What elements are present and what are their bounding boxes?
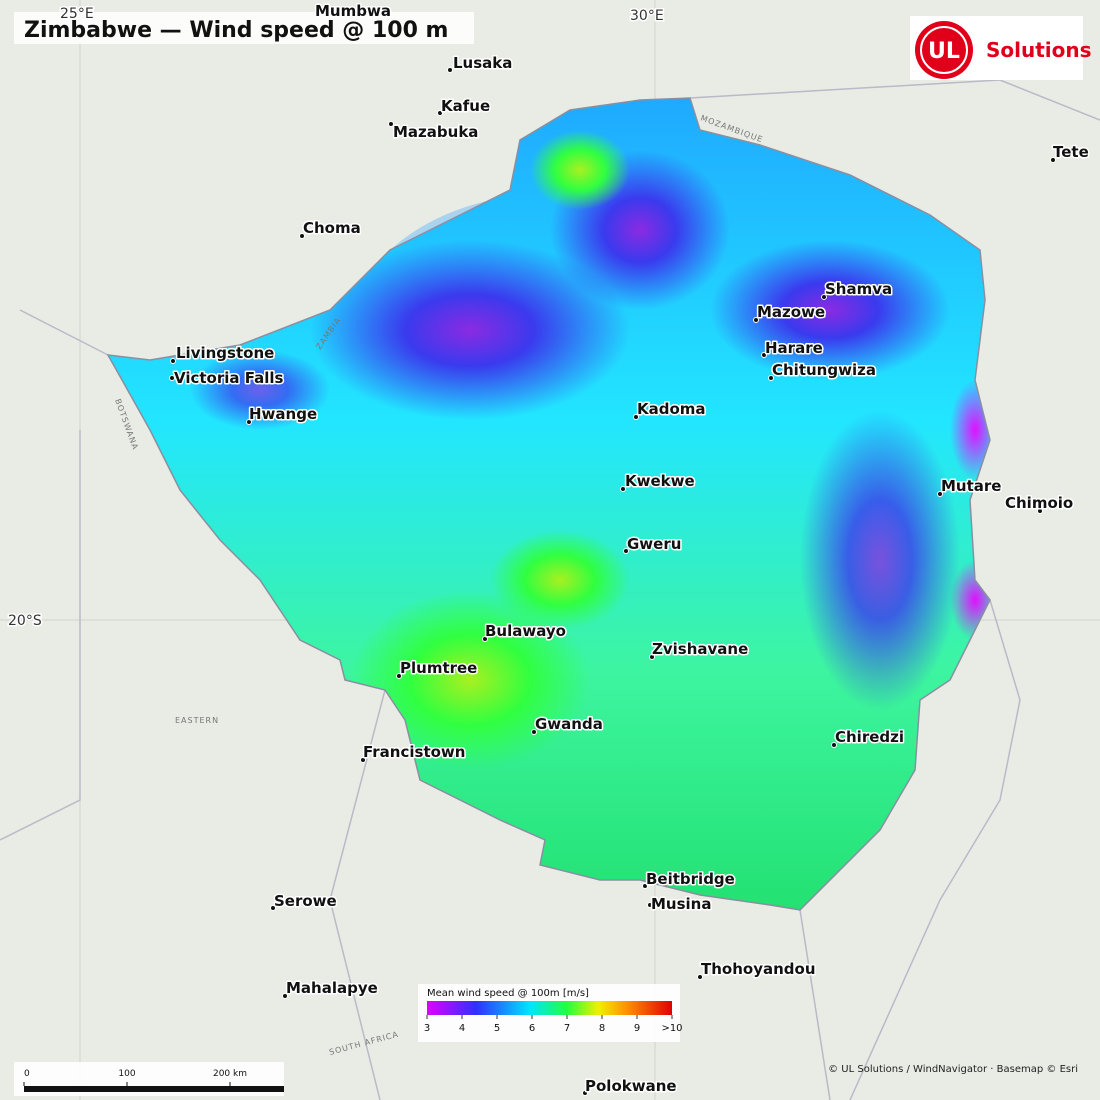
region-label: EASTERN [175, 716, 219, 725]
city-label: Thohoyandou [701, 960, 816, 978]
city-label: Kwekwe [625, 472, 695, 490]
city-dot [768, 375, 774, 381]
logo-text: Solutions [986, 38, 1092, 62]
city-dot [753, 317, 759, 323]
borders [0, 79, 1100, 1100]
city-dot [697, 974, 703, 980]
title-box [14, 12, 474, 44]
legend-tick-label: >10 [661, 1023, 682, 1034]
city-dot [1037, 508, 1043, 514]
city-label: Lusaka [453, 54, 512, 72]
city-dot [647, 902, 653, 908]
city-dot [642, 883, 648, 889]
city-label: Chimoio [1005, 494, 1073, 512]
city-label: Mumbwa [315, 2, 391, 20]
legend-title: Mean wind speed @ 100m [m/s] [427, 988, 589, 999]
legend-tick-label: 5 [494, 1023, 500, 1034]
city-label: Mazowe [757, 303, 825, 321]
logo-mark: UL [928, 39, 960, 64]
city-dot [437, 110, 443, 116]
city-dot [761, 352, 767, 358]
city-label: Kafue [441, 97, 490, 115]
logo-ring [920, 26, 968, 74]
scale-tick-label: 200 km [213, 1069, 247, 1079]
attribution: © UL Solutions / WindNavigator · Basemap… [828, 1064, 1078, 1075]
city-dot [360, 757, 366, 763]
city-label: Bulawayo [485, 622, 566, 640]
city-label: Harare [765, 339, 823, 357]
city-dot [649, 654, 655, 660]
city-label: Choma [303, 219, 361, 237]
city-label: Kadoma [637, 400, 706, 418]
city-label: Mazabuka [393, 123, 478, 141]
scale-tick-label: 0 [24, 1069, 30, 1079]
city-label: Victoria Falls [174, 369, 284, 387]
city-label: Serowe [274, 892, 337, 910]
city-label: Chiredzi [835, 728, 904, 746]
graticule-label: 20°S [8, 613, 42, 629]
scale-bar [24, 1086, 284, 1092]
city-dot [531, 729, 537, 735]
city-dot [482, 636, 488, 642]
city-dot [447, 67, 453, 73]
legend-tick-label: 6 [529, 1023, 535, 1034]
city-dot [582, 1090, 588, 1096]
city-label: Polokwane [585, 1077, 677, 1095]
city-label: Mutare [941, 477, 1001, 495]
city-label: Francistown [363, 743, 465, 761]
city-dot [299, 233, 305, 239]
city-label: Chitungwiza [772, 361, 876, 379]
city-label: Livingstone [176, 344, 274, 362]
city-dot [388, 121, 394, 127]
legend-tick-label: 7 [564, 1023, 570, 1034]
city-label: Musina [651, 895, 711, 913]
city-label: Hwange [249, 405, 317, 423]
city-dot [831, 742, 837, 748]
logo-circle [915, 21, 973, 79]
city-label: Gwanda [535, 715, 603, 733]
city-dot [623, 548, 629, 554]
graticule-label: 25°E [60, 6, 94, 22]
city-dot [170, 358, 176, 364]
city-dot [270, 905, 276, 911]
city-dot [821, 294, 827, 300]
title: Zimbabwe — Wind speed @ 100 m [24, 18, 448, 43]
city-dot [633, 414, 639, 420]
city-label: Beitbridge [646, 870, 735, 888]
city-dot [169, 375, 175, 381]
city-dot [282, 993, 288, 999]
city-label: Zvishavane [652, 640, 748, 658]
colorbar [427, 1001, 672, 1015]
legend-tick-label: 3 [424, 1023, 430, 1034]
city-label: Mahalapye [286, 979, 378, 997]
city-dot [246, 419, 252, 425]
legend-tick-label: 9 [634, 1023, 640, 1034]
city-label: Plumtree [400, 659, 477, 677]
city-label: Gweru [627, 535, 681, 553]
legend-tick-label: 4 [459, 1023, 465, 1034]
scale-tick-label: 100 [118, 1069, 135, 1079]
city-dot [1050, 157, 1056, 163]
city-dot [937, 491, 943, 497]
city-dot [396, 673, 402, 679]
city-label: Tete [1053, 143, 1089, 161]
graticule-label: 30°E [630, 8, 664, 24]
city-label: Shamva [825, 280, 892, 298]
city-dot [620, 486, 626, 492]
legend-tick-label: 8 [599, 1023, 605, 1034]
